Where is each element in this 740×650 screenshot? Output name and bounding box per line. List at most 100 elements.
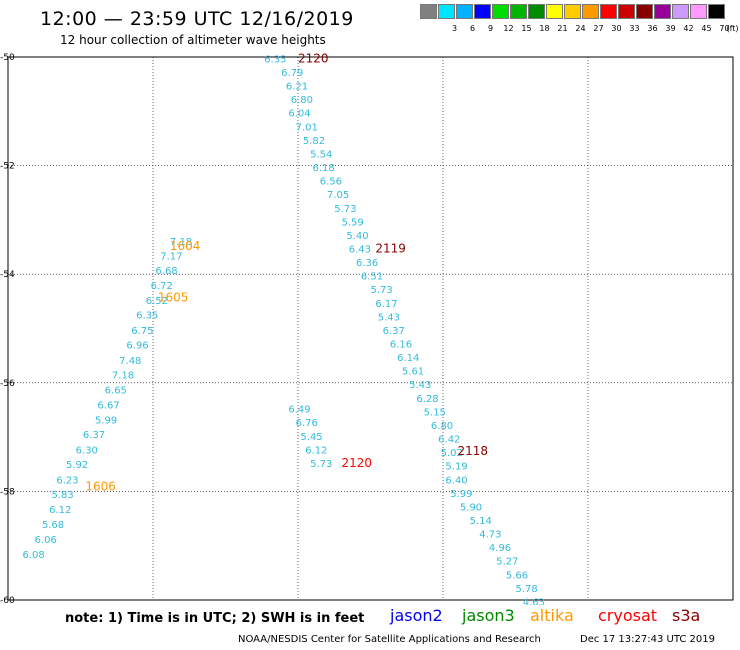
pass-time-label: 2120 (298, 51, 329, 65)
y-tick-label: -60 (0, 596, 15, 605)
legend-swatch (420, 4, 437, 19)
swh-value: 5.99 (95, 416, 117, 427)
swh-value: 5.73 (310, 459, 332, 470)
legend-swatch (600, 4, 617, 19)
legend-label: 24 (575, 24, 586, 33)
pass-time-label: 2119 (375, 241, 406, 255)
legend-swatch (510, 4, 527, 19)
y-tick-label: -56 (0, 379, 15, 389)
legend-swatch (528, 4, 545, 19)
legend-swatch (618, 4, 635, 19)
swh-value: 6.49 (288, 405, 310, 416)
swh-value: 6.35 (264, 54, 286, 65)
legend-unit: (ft) (726, 24, 739, 33)
y-tick-label: -50 (0, 53, 15, 63)
swh-value: 6.08 (23, 550, 45, 561)
legend-label: 27 (593, 24, 604, 33)
generated-timestamp: Dec 17 13:27:43 UTC 2019 (580, 634, 715, 645)
swh-value: 6.80 (431, 421, 453, 432)
swh-value: 6.04 (288, 109, 310, 120)
pass-time-label: 1604 (170, 239, 201, 253)
legend-swatch (654, 4, 671, 19)
legend-label: 39 (665, 24, 676, 33)
legend-label: 9 (487, 24, 494, 33)
swh-value: 5.43 (378, 312, 400, 323)
legend-swatch (492, 4, 509, 19)
swh-value: 6.06 (35, 535, 57, 546)
legend-label: 12 (503, 24, 514, 33)
swh-value: 6.75 (131, 326, 153, 337)
swh-value: 6.76 (296, 418, 318, 429)
credit-line: NOAA/NESDIS Center for Satellite Applica… (238, 634, 541, 645)
swh-value: 5.59 (342, 217, 364, 228)
pass-time-label: 2118 (458, 444, 489, 458)
legend-label: 45 (701, 24, 712, 33)
swh-value: 6.12 (49, 505, 71, 516)
legend-swatch (708, 4, 725, 19)
swh-value: 5.73 (334, 204, 356, 215)
swh-value: 6.67 (97, 400, 119, 411)
swh-value: 6.52 (146, 296, 168, 307)
legend-label: 3 (451, 24, 458, 33)
swh-value: 6.21 (286, 82, 308, 93)
satellite-name: cryosat (598, 606, 658, 625)
swh-value: 6.30 (76, 445, 98, 456)
satellite-name: jason2 (390, 606, 443, 625)
swh-value: 6.65 (105, 386, 127, 397)
swh-value: 7.01 (296, 122, 318, 133)
swh-value: 6.18 (313, 163, 335, 174)
swh-value: 5.19 (445, 462, 467, 473)
swh-value: 5.83 (52, 490, 74, 501)
swh-value: 5.45 (300, 432, 322, 443)
swh-value: 6.96 (126, 341, 148, 352)
swh-value: 5.78 (516, 584, 538, 595)
legend-swatch (438, 4, 455, 19)
swh-value: 6.79 (281, 68, 303, 79)
swh-value: 5.61 (402, 367, 424, 378)
swh-value: 6.68 (155, 266, 177, 277)
swh-value: 6.80 (291, 95, 313, 106)
swh-value: 6.35 (136, 311, 158, 322)
swh-value: 7.48 (119, 356, 141, 367)
legend-swatch (636, 4, 653, 19)
swh-value: 6.36 (356, 258, 378, 269)
legend-label: 70 (719, 24, 730, 33)
swh-value: 5.66 (506, 570, 528, 581)
swh-value: 6.40 (445, 475, 467, 486)
swh-value: 6.56 (320, 177, 342, 188)
map-subtitle: 12 hour collection of altimeter wave hei… (60, 33, 326, 47)
y-tick-label: -52 (0, 162, 15, 172)
legend-label: 18 (539, 24, 550, 33)
swh-value: 4.63 (523, 597, 545, 605)
swh-value: 5.14 (470, 516, 492, 527)
swh-value: 6.51 (361, 272, 383, 283)
legend-swatch (474, 4, 491, 19)
legend-swatch (456, 4, 473, 19)
swh-value: 5.43 (409, 380, 431, 391)
legend-swatch (672, 4, 689, 19)
swh-value: 6.14 (397, 353, 419, 364)
swh-value: 6.23 (56, 475, 78, 486)
legend-label: 15 (521, 24, 532, 33)
swh-value: 5.15 (424, 407, 446, 418)
pass-time-label: 1605 (158, 290, 189, 304)
swh-value: 5.99 (450, 489, 472, 500)
legend-swatch (564, 4, 581, 19)
swh-value: 6.43 (349, 244, 371, 255)
swh-value: 5.92 (66, 460, 88, 471)
swh-value: 5.27 (496, 557, 518, 568)
swh-value: 6.72 (151, 281, 173, 292)
swh-value: 7.17 (160, 252, 182, 263)
swh-value: 6.42 (438, 435, 460, 446)
swh-value: 5.68 (42, 520, 64, 531)
pass-time-label: 1606 (85, 479, 116, 493)
swh-value: 7.18 (112, 370, 134, 381)
legend-label: 42 (683, 24, 694, 33)
swh-value: 5.73 (371, 285, 393, 296)
legend-label: 6 (469, 24, 476, 33)
legend-swatch (582, 4, 599, 19)
swh-value: 4.73 (479, 530, 501, 541)
map-title: 12:00 — 23:59 UTC 12/16/2019 (40, 8, 354, 30)
satellite-name: jason3 (462, 606, 515, 625)
y-tick-label: -54 (0, 270, 15, 280)
